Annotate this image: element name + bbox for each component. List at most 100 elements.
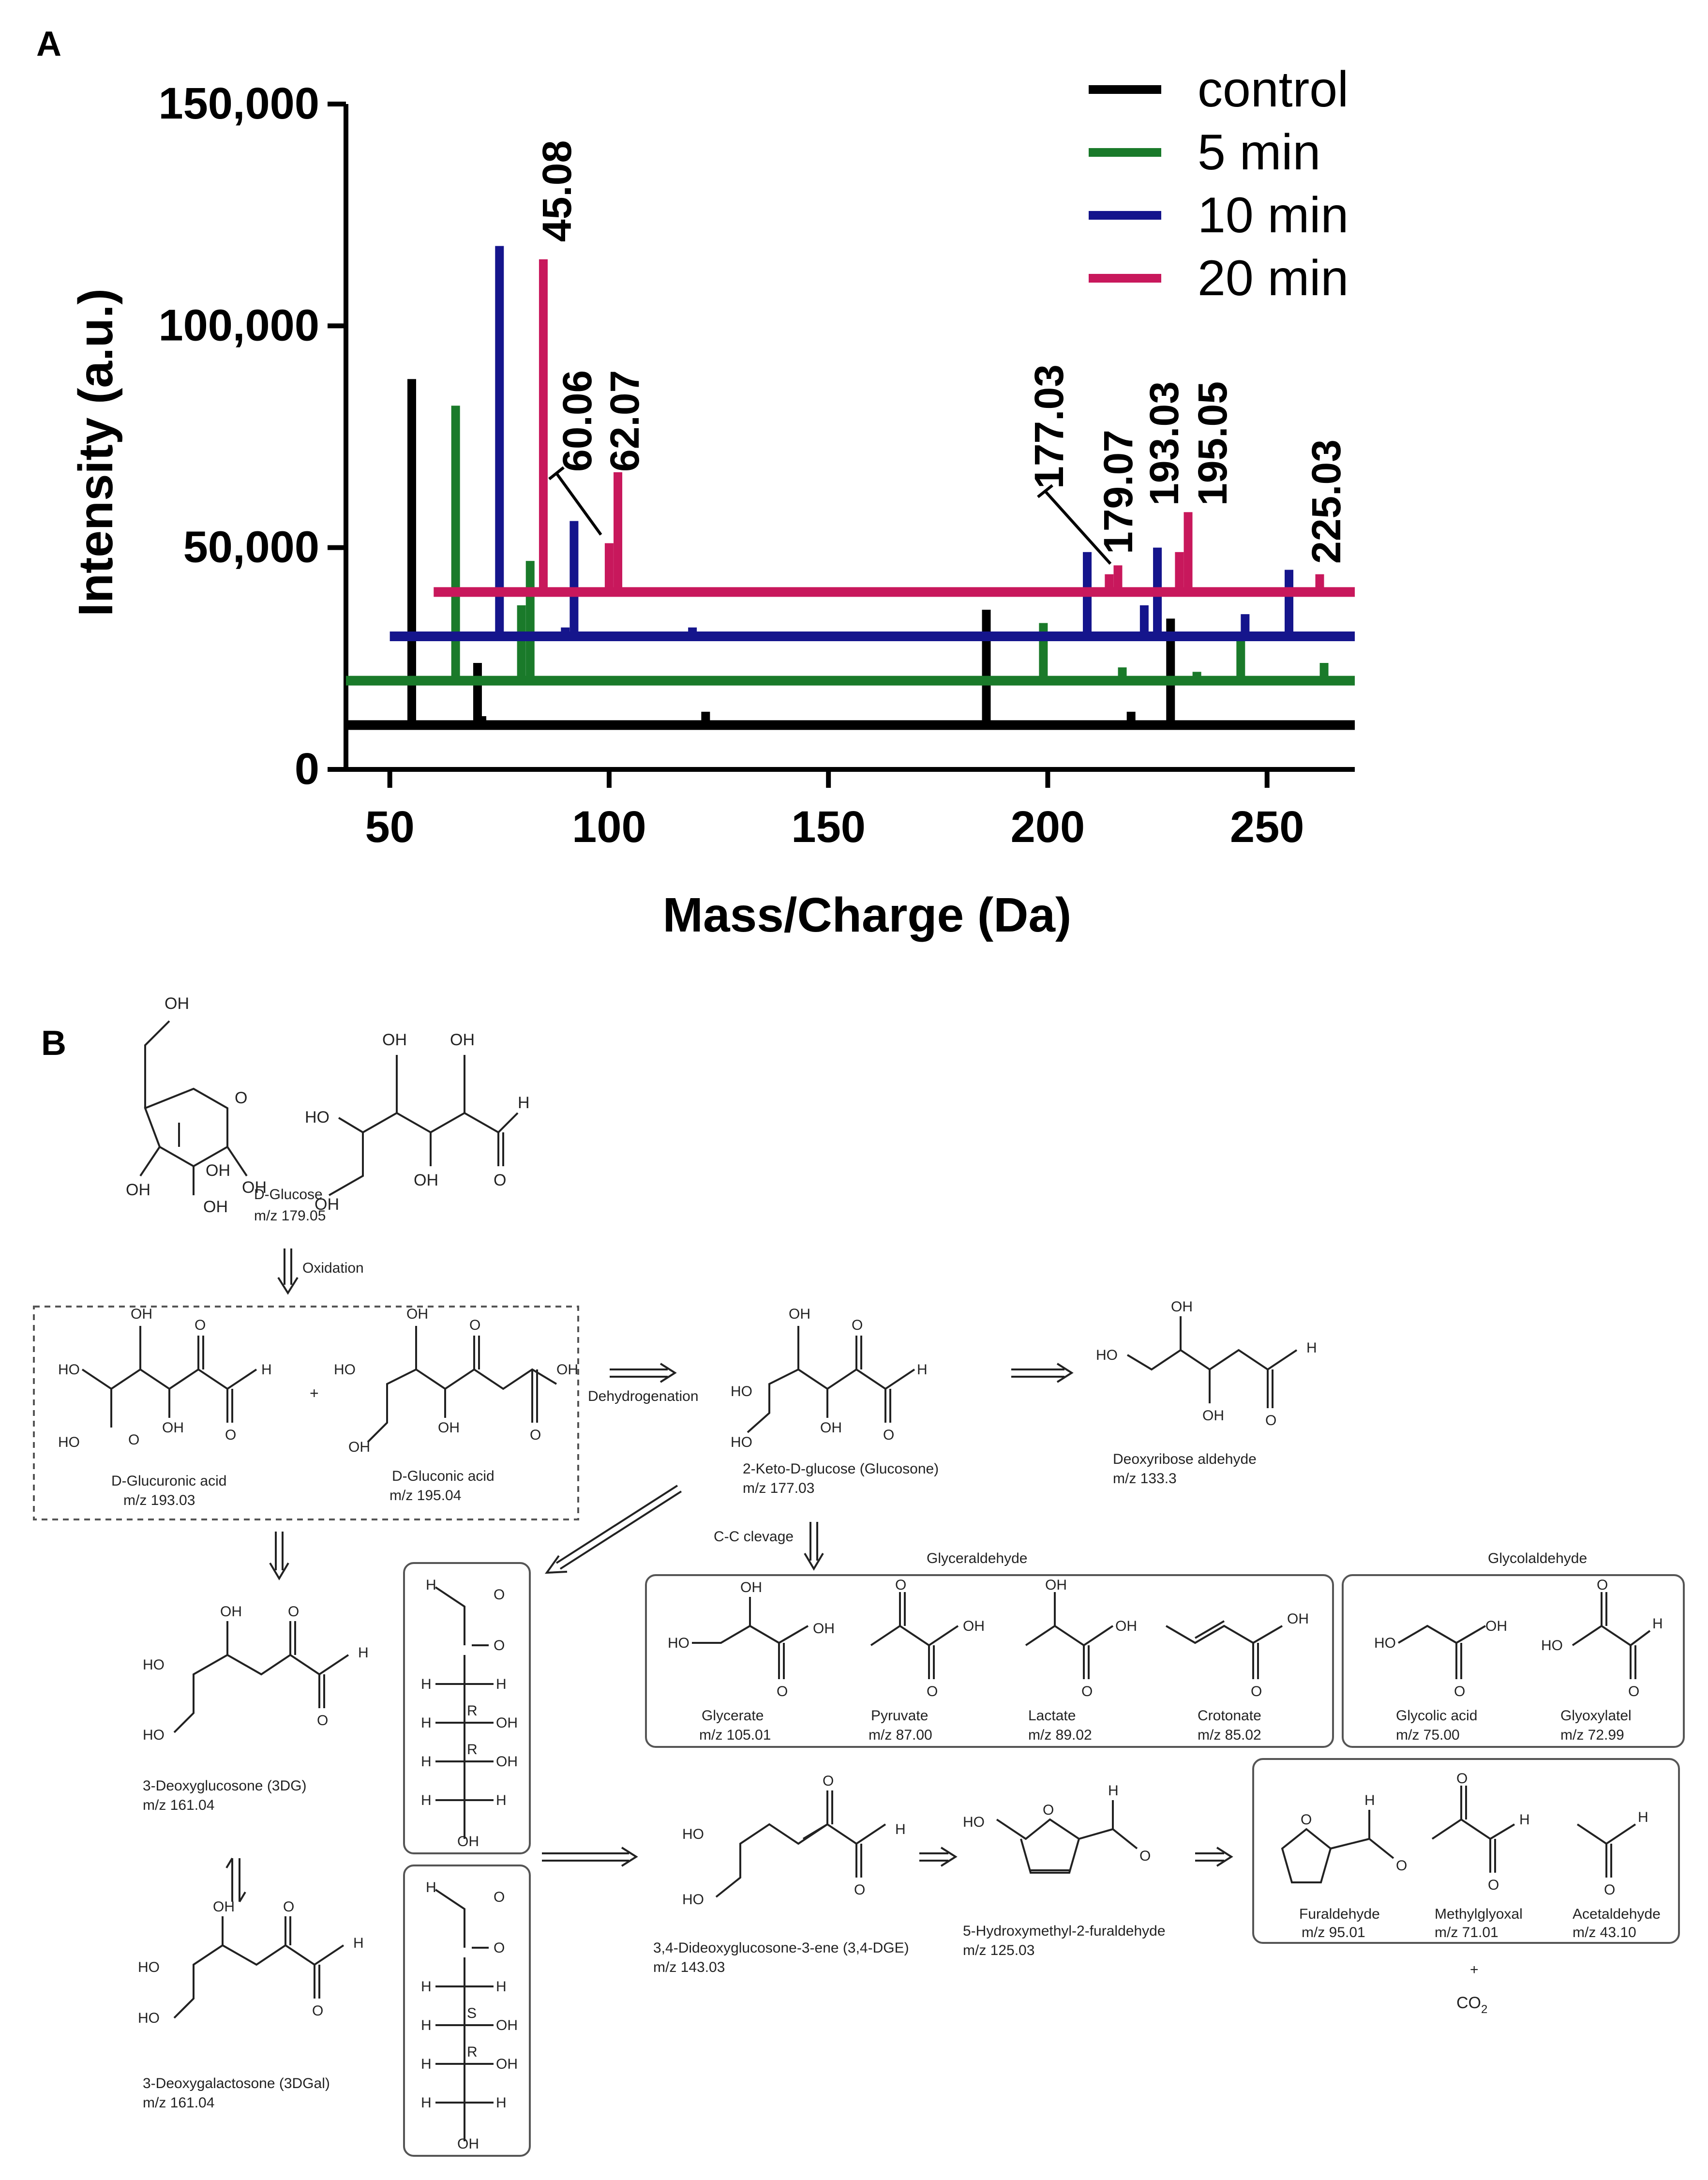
hmf-name: 5-Hydroxymethyl-2-furaldehyde (963, 1923, 1166, 1939)
mass-spectrum-chart: 0 50,000 100,000 150,000 50 100 150 200 250 (158, 79, 1355, 852)
crotonate-structure: O OH (1165, 1611, 1309, 1699)
svg-text:HO: HO (334, 1362, 356, 1378)
svg-text:H: H (496, 1979, 507, 1995)
svg-text:H: H (1638, 1809, 1648, 1825)
svg-text:OH: OH (1045, 1577, 1067, 1593)
svg-text:O: O (1265, 1413, 1276, 1428)
svg-text:O: O (312, 2003, 323, 2019)
svg-text:O: O (283, 1899, 294, 1915)
intermediate-box-2 (403, 1864, 531, 2157)
gluconic-name: D-Gluconic acid (392, 1468, 494, 1484)
svg-text:O: O (195, 1317, 206, 1333)
svg-text:HO: HO (305, 1108, 330, 1127)
spectrum-peak (614, 472, 623, 595)
spectrum-peak (1285, 570, 1294, 639)
spectrum-peak (1319, 663, 1329, 684)
svg-text:H: H (353, 1935, 364, 1951)
pyruvate-name: Pyruvate (871, 1708, 928, 1724)
spectrum-peak (1139, 605, 1149, 639)
spectrum-peak (688, 627, 697, 639)
spectrum-peak (1105, 574, 1114, 595)
y-tick-label: 150,000 (158, 79, 319, 128)
spectrum-peak (1241, 614, 1250, 639)
annotation-62-07: 62.07 (602, 370, 647, 472)
glucuronic-name: D-Glucuronic acid (111, 1473, 226, 1489)
svg-text:OH: OH (242, 1178, 267, 1197)
y-tick-label: 100,000 (158, 301, 319, 350)
glucosone-name: 2-Keto-D-glucose (Glucosone) (743, 1461, 939, 1477)
spectrum-peak (1118, 667, 1127, 684)
svg-text:HO: HO (1096, 1347, 1118, 1363)
svg-text:H: H (421, 1754, 432, 1770)
glucose-ring-structure: OH OH OH OH OH O (126, 994, 267, 1216)
svg-text:H: H (895, 1821, 906, 1837)
x-tick-label: 250 (1230, 802, 1304, 852)
spectrum-peak (1184, 512, 1193, 595)
deoxyribose-name: Deoxyribose aldehyde (1113, 1451, 1257, 1467)
svg-text:H: H (421, 2095, 432, 2111)
svg-text:HO: HO (58, 1362, 80, 1378)
glycolic-mz: m/z 75.00 (1396, 1727, 1460, 1743)
crotonate-mz: m/z 85.02 (1198, 1727, 1261, 1743)
3dgal-name: 3-Deoxygalactosone (3DGal) (143, 2075, 330, 2091)
svg-text:O: O (288, 1604, 299, 1620)
svg-text:O: O (1604, 1882, 1615, 1898)
3dg-name: 3-Deoxyglucosone (3DG) (143, 1778, 306, 1794)
dge-mz: m/z 143.03 (653, 1959, 725, 1975)
svg-text:OH: OH (220, 1604, 242, 1620)
svg-text:H: H (426, 1577, 436, 1593)
glucuronic-acid-structure: HO OH OH O O H HO O (58, 1306, 272, 1450)
y-tick-label: 0 (295, 744, 319, 794)
glyoxylate-name: Glyoxylatel (1560, 1708, 1632, 1724)
lactate-mz: m/z 89.02 (1028, 1727, 1092, 1743)
pathway-arrows (225, 1248, 1233, 1903)
glyceraldehyde-box (645, 1574, 1334, 1748)
svg-text:O: O (494, 1171, 506, 1189)
svg-text:R: R (467, 1742, 478, 1758)
spectrum-peak (539, 259, 548, 595)
y-tick-label: 50,000 (183, 523, 319, 572)
svg-text:OH: OH (496, 1715, 518, 1731)
glycolic-acid-structure: HO O OH (1374, 1618, 1507, 1699)
leader-177-03 (1044, 490, 1112, 565)
svg-text:OH: OH (820, 1420, 842, 1436)
co2-main: CO (1456, 1994, 1481, 2012)
svg-text:O: O (1628, 1684, 1639, 1699)
svg-text:H: H (421, 1792, 432, 1808)
acetaldehyde-structure: H O (1576, 1809, 1648, 1898)
glyoxylate-structure: HO O O H (1541, 1577, 1663, 1699)
spectrum-peak (451, 406, 460, 684)
deoxyribose-structure: HO OH OH O H (1096, 1299, 1317, 1428)
spectrum-peak (495, 246, 504, 639)
x-tick-label: 100 (572, 802, 646, 852)
furaldehyde-name: Furaldehyde (1299, 1906, 1380, 1922)
svg-text:H: H (358, 1645, 369, 1661)
annotation-193-03: 193.03 (1141, 381, 1187, 506)
svg-text:O: O (530, 1427, 541, 1443)
svg-text:OH: OH (556, 1362, 578, 1378)
svg-text:OH: OH (1202, 1408, 1224, 1424)
x-axis-title: Mass/Charge (Da) (663, 888, 1072, 942)
svg-text:HO: HO (682, 1892, 704, 1908)
svg-text:O: O (235, 1089, 247, 1107)
svg-text:O: O (852, 1317, 863, 1333)
svg-text:OH: OH (963, 1618, 985, 1634)
spectrum-peak (1192, 672, 1201, 684)
svg-text:HO: HO (138, 2010, 160, 2026)
svg-text:O: O (1396, 1858, 1407, 1874)
final-products-box (1252, 1758, 1680, 1944)
svg-text:HO: HO (138, 1959, 160, 1975)
spectrum-peak (982, 610, 991, 728)
svg-text:H: H (1364, 1792, 1375, 1808)
3dg-mz: m/z 161.04 (143, 1797, 214, 1813)
co2-subscript: 2 (1481, 2003, 1487, 2016)
svg-text:O: O (895, 1577, 906, 1593)
svg-text:HO: HO (143, 1727, 165, 1743)
svg-text:OH: OH (438, 1420, 460, 1436)
co2-label: CO2 (1456, 1994, 1487, 2016)
svg-text:H: H (421, 1715, 432, 1731)
spectrum-peak (701, 711, 710, 728)
spectrum-peak (517, 605, 526, 684)
svg-text:H: H (518, 1094, 530, 1112)
svg-text:OH: OH (315, 1195, 339, 1214)
